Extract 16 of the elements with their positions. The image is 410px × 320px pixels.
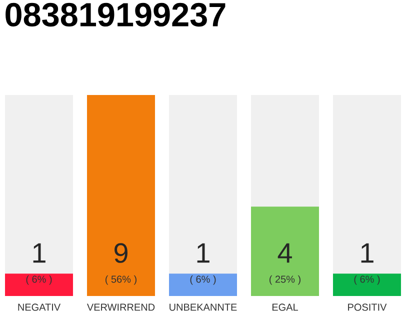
annotation: ( 56% ) bbox=[106, 275, 136, 285]
annotation: ( 6% ) bbox=[26, 275, 52, 285]
x-tick-label: VERWIRREND bbox=[86, 304, 155, 311]
data-label: 4 bbox=[278, 243, 292, 263]
data-label: 1 bbox=[361, 243, 374, 263]
x-tick-label: NEGATIV bbox=[18, 304, 61, 311]
chart-title: 083819199237 bbox=[6, 2, 226, 27]
annotation: ( 6% ) bbox=[190, 275, 216, 285]
data-label: 9 bbox=[114, 243, 128, 263]
data-label: 1 bbox=[197, 243, 210, 263]
x-tick-label: POSITIV bbox=[348, 304, 387, 311]
annotation: ( 25% ) bbox=[270, 275, 300, 285]
annotation: ( 6% ) bbox=[354, 275, 380, 285]
x-tick-label: UNBEKANNTE bbox=[170, 304, 237, 311]
data-label: 1 bbox=[33, 243, 46, 263]
x-tick-label: EGAL bbox=[272, 304, 298, 311]
